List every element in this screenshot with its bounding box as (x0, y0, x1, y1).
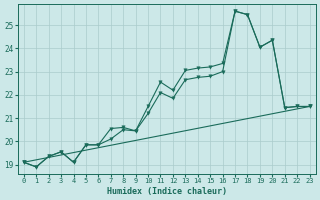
X-axis label: Humidex (Indice chaleur): Humidex (Indice chaleur) (107, 187, 227, 196)
